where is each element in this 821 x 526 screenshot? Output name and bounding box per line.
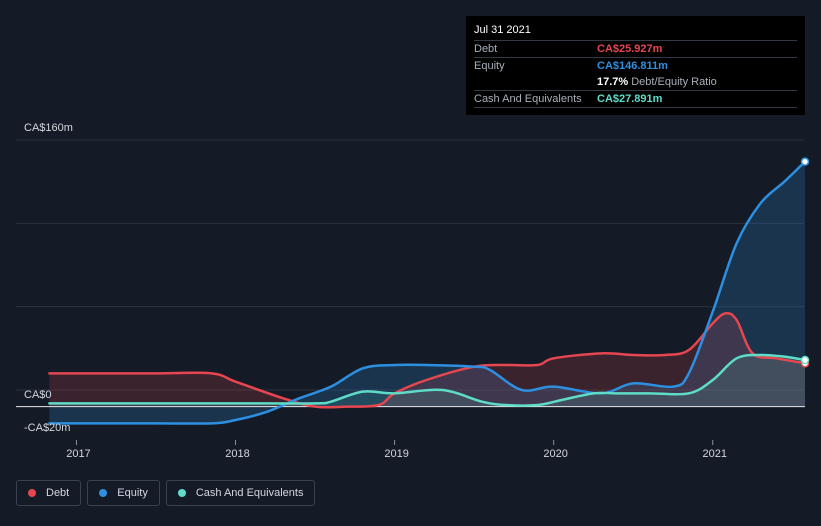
area-equity (49, 161, 806, 424)
y-axis-label-bottom: -CA$20m (24, 422, 71, 434)
x-tick-label-2020: 2020 (543, 448, 567, 460)
x-tick-label-2019: 2019 (384, 448, 408, 460)
x-axis-ticks: 2017 2018 2019 2020 2021 (66, 440, 727, 460)
tooltip-row-cash: Cash And Equivalents CA$27.891m (474, 90, 797, 108)
series-lines (48, 160, 807, 425)
legend-item-equity[interactable]: Equity (87, 480, 160, 506)
x-tick-label-2018: 2018 (225, 448, 249, 460)
legend-equity-label: Equity (117, 487, 148, 499)
tooltip-row-ratio: 17.7% Debt/Equity Ratio (474, 74, 797, 90)
plot-edge (804, 140, 805, 440)
legend-equity-dot (99, 489, 108, 497)
legend-debt-dot (28, 489, 36, 497)
tooltip-cash-value: CA$27.891m (597, 93, 663, 105)
tooltip-equity-label: Equity (474, 60, 505, 72)
chart-legend: Debt Equity Cash And Equivalents (16, 480, 316, 506)
legend-debt-label: Debt (46, 487, 70, 499)
legend-item-cash[interactable]: Cash And Equivalents (165, 480, 316, 506)
tooltip-row-debt: Debt CA$25.927m (474, 40, 797, 57)
gridlines (16, 139, 805, 440)
legend-item-debt[interactable]: Debt (16, 480, 82, 506)
tooltip-date: Jul 31 2021 (474, 24, 531, 36)
legend-cash-dot (177, 489, 186, 497)
tooltip-ratio-value: 17.7% (597, 76, 629, 88)
tooltip-ratio-label: Debt/Equity Ratio (631, 76, 717, 88)
data-tooltip: Jul 31 2021 Debt CA$25.927m Equity CA$14… (466, 16, 805, 115)
tooltip-equity-value: CA$146.811m (597, 60, 668, 72)
y-axis-label-top: CA$160m (24, 122, 73, 134)
tooltip-debt-label: Debt (474, 43, 498, 55)
end-marker-cash (800, 355, 810, 365)
x-tick-label-2021: 2021 (702, 448, 726, 460)
end-markers (800, 157, 810, 368)
end-marker-equity (800, 157, 810, 166)
tooltip-debt-value: CA$25.927m (597, 43, 663, 55)
line-debt (48, 311, 807, 409)
line-equity (48, 160, 807, 425)
y-axis-label-zero: CA$0 (24, 389, 52, 401)
tooltip-row-equity: Equity CA$146.811m (474, 57, 797, 74)
tooltip-cash-label: Cash And Equivalents (474, 93, 582, 105)
line-cash (48, 353, 807, 407)
x-tick-label-2017: 2017 (66, 448, 90, 460)
legend-cash-label: Cash And Equivalents (195, 487, 304, 499)
